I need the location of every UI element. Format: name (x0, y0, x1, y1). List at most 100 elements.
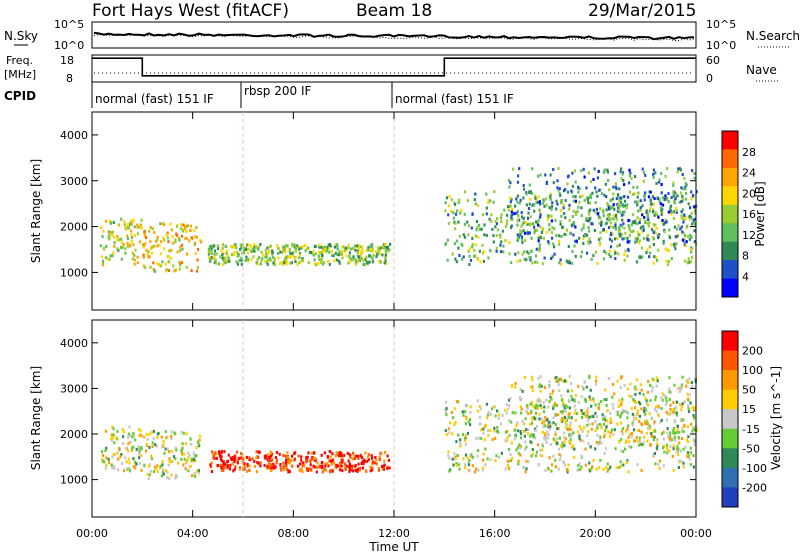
heatmap-cell (357, 467, 360, 471)
heatmap-cell (555, 234, 558, 237)
heatmap-cell (283, 462, 286, 466)
heatmap-cell (359, 250, 362, 254)
heatmap-cell (328, 262, 331, 266)
heatmap-cell (687, 381, 690, 384)
heatmap-cell (692, 218, 695, 222)
heatmap-cell (304, 249, 307, 253)
heatmap-cell (175, 475, 178, 479)
heatmap-cell (539, 448, 542, 452)
heatmap-cell (587, 196, 591, 199)
heatmap-cell (379, 246, 382, 250)
heatmap-cell (163, 247, 166, 251)
heatmap-cell (662, 430, 665, 434)
heatmap-cell (341, 454, 344, 458)
heatmap-cell (339, 468, 342, 472)
heatmap-cell (664, 194, 667, 198)
heatmap-cell (605, 251, 608, 255)
heatmap-cell (221, 256, 224, 260)
heatmap-cell (459, 211, 462, 215)
heatmap-cell (167, 240, 170, 244)
heatmap-cell (522, 221, 526, 225)
heatmap-cell (581, 194, 584, 198)
heatmap-cell (634, 393, 637, 396)
heatmap-cell (584, 463, 587, 467)
heatmap-cell (602, 214, 605, 218)
heatmap-cell (658, 199, 661, 203)
heatmap-cell (136, 225, 139, 229)
heatmap-cell (530, 375, 534, 379)
heatmap-cell (614, 227, 618, 231)
power-grid (242, 112, 395, 310)
heatmap-cell (531, 385, 534, 389)
heatmap-cell (585, 186, 588, 190)
heatmap-cell (658, 178, 661, 182)
heatmap-cell (639, 218, 642, 221)
heatmap-cell (340, 250, 343, 253)
heatmap-cell (587, 219, 590, 223)
heatmap-cell (221, 243, 225, 247)
heatmap-cell (111, 233, 114, 237)
heatmap-cell (559, 208, 562, 212)
heatmap-cell (343, 249, 346, 253)
heatmap-cell (513, 212, 516, 216)
heatmap-cell (522, 422, 525, 426)
heatmap-cell (683, 214, 686, 217)
heatmap-cell (603, 435, 606, 439)
heatmap-cell (279, 466, 282, 470)
heatmap-cell (621, 397, 624, 401)
heatmap-cell (672, 181, 675, 185)
noise-sky-series (93, 31, 694, 41)
heatmap-cell (651, 195, 654, 199)
heatmap-cell (520, 211, 523, 215)
heatmap-cell (501, 229, 504, 233)
heatmap-cell (536, 407, 539, 411)
heatmap-cell (348, 465, 351, 469)
heatmap-cell (168, 460, 171, 464)
heatmap-cell (321, 262, 325, 266)
heatmap-cell (576, 209, 579, 213)
heatmap-cell (560, 417, 564, 421)
heatmap-cell (596, 415, 599, 419)
heatmap-cell (623, 384, 626, 387)
heatmap-cell (475, 228, 478, 232)
heatmap-cell (694, 207, 697, 211)
heatmap-cell (558, 447, 561, 451)
heatmap-cell (550, 204, 554, 208)
heatmap-cell (552, 242, 555, 246)
heatmap-cell (197, 247, 200, 251)
heatmap-cell (341, 469, 344, 473)
heatmap-cell (662, 446, 665, 450)
heatmap-cell (356, 260, 359, 264)
heatmap-cell (270, 451, 273, 455)
heatmap-cell (619, 211, 622, 214)
heatmap-cell (517, 236, 520, 240)
heatmap-cell (353, 257, 356, 261)
heatmap-cell (369, 469, 372, 473)
heatmap-cell (101, 263, 104, 267)
heatmap-cell (649, 399, 652, 403)
heatmap-cell (126, 467, 129, 470)
heatmap-cell (652, 261, 655, 265)
heatmap-cell (321, 466, 324, 470)
heatmap-cell (675, 431, 678, 434)
heatmap-cell (291, 244, 294, 248)
heatmap-cell (594, 420, 597, 423)
heatmap-cell (527, 252, 530, 255)
heatmap-cell (585, 218, 588, 222)
heatmap-cell (167, 259, 170, 263)
heatmap-cell (540, 384, 543, 388)
heatmap-cell (689, 401, 692, 405)
heatmap-cell (287, 455, 290, 459)
heatmap-cell (127, 225, 130, 229)
heatmap-cell (558, 242, 561, 246)
heatmap-cell (614, 172, 617, 176)
heatmap-cell (365, 470, 368, 473)
heatmap-cell (537, 223, 540, 227)
heatmap-cell (663, 450, 666, 454)
heatmap-cell (672, 190, 675, 194)
heatmap-cell (495, 249, 498, 253)
heatmap-cell (314, 252, 318, 256)
heatmap-cell (166, 475, 169, 479)
